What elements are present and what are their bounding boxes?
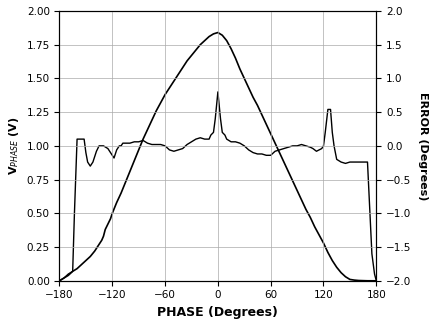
Y-axis label: ERROR (Degrees): ERROR (Degrees)	[417, 92, 427, 200]
X-axis label: PHASE (Degrees): PHASE (Degrees)	[157, 306, 278, 319]
Y-axis label: V$_{PHASE}$ (V): V$_{PHASE}$ (V)	[7, 117, 21, 175]
